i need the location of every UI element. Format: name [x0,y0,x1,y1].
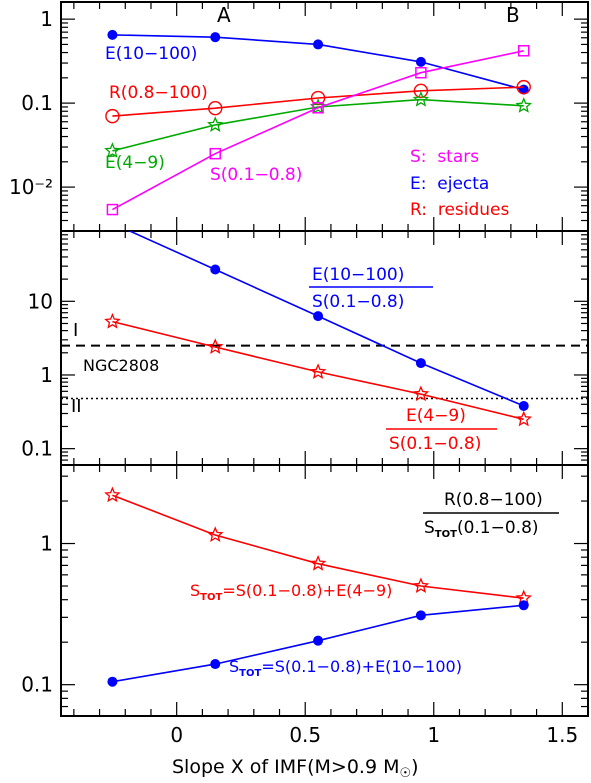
y-tick-label: 1 [40,363,53,387]
legend-stars: S: stars [410,147,479,167]
label-s-01-08: S(0.1−0.8) [210,165,302,185]
data-point-R_08_100-1 [208,100,223,116]
ratio-r-denominator: STOT(0.1−0.8) [424,518,539,540]
series-line-R_over_Stot_E4 [112,494,524,599]
data-point-E10_over_S-1 [210,264,221,275]
data-point-E_10_100-0 [107,29,118,40]
data-point-R_over_Stot_E10-4 [518,600,529,611]
x-tick-label: 1 [427,723,440,747]
data-point-S_01_08-3 [415,66,427,79]
data-point-S_01_08-1 [209,147,221,160]
stot-label-e4: STOT=S(0.1−0.8)+E(4−9) [190,581,392,603]
data-point-R_08_100-0 [105,108,120,124]
data-point-E4_over_S-0 [104,312,121,329]
data-point-E4_over_S-1 [206,338,224,354]
y-tick-label: 0.1 [21,673,53,697]
label-e-10-100: E(10−100) [105,44,197,64]
y-tick-label: 10 [28,289,53,313]
y-tick-label: 10⁻² [9,175,53,199]
top-label-b: B [506,3,520,27]
ratio-r-numerator: R(0.8−100) [444,490,543,510]
top-label-a: A [217,3,231,27]
reference-lines [61,344,588,400]
data-point-R_08_100-3 [413,83,429,99]
data-point-R_over_Stot_E4-2 [309,554,327,571]
data-point-R_over_Stot_E10-0 [107,676,118,687]
ratio-e4-denominator: S(0.1−0.8) [389,434,481,454]
ratio-e4-numerator: E(4−9) [406,406,466,426]
data-point-R_over_Stot_E10-1 [210,659,221,670]
data-point-R_over_Stot_E4-0 [104,486,121,503]
panel-frame-top [60,1,589,232]
data-point-E_10_100-3 [415,56,426,67]
x-tick-label: 0.5 [289,723,321,747]
y-tick-label: 0.1 [21,91,53,115]
data-point-R_08_100-4 [516,79,531,95]
panel-frame-bottom [60,464,589,717]
y-tick-label: 1 [40,7,53,31]
refline-label-i: I [73,320,78,341]
label-e-4-9: E(4−9) [105,153,165,173]
data-point-S_01_08-0 [106,203,119,216]
annotation-ngc2808: NGC2808 [83,356,159,375]
label-r-08-100: R(0.8−100) [109,83,208,103]
ratio-e10-numerator: E(10−100) [312,265,404,285]
data-point-E_10_100-2 [313,39,324,50]
data-point-S_01_08-4 [517,45,530,57]
series-line-E4_over_S [112,320,524,421]
ratio-e10-denominator: S(0.1−0.8) [312,292,404,312]
data-point-S_01_08-2 [312,102,324,114]
data-point-E_4_9-4 [515,97,532,113]
y-tick-label: 0.1 [21,437,53,461]
data-point-E10_over_S-3 [415,358,426,369]
data-point-R_over_Stot_E10-2 [313,635,324,646]
x-tick-label: 1.5 [546,723,578,747]
x-axis-label: Slope X of IMF(M>0.9 M☉) [172,756,419,781]
data-point-E_10_100-1 [210,32,221,43]
series-line-R_08_100 [112,86,524,117]
data-point-E4_over_S-2 [309,363,327,379]
data-point-R_over_Stot_E10-3 [415,610,426,621]
series-layer [104,29,533,687]
data-point-E_4_9-1 [206,116,224,132]
x-tick-label: 0 [170,723,183,747]
data-point-R_08_100-2 [310,90,326,106]
axis-ticks: 1 0.1 10⁻² 10 1 0.1 1 0.1 0 0.5 1 1.5 [9,2,589,747]
data-point-E_4_9-3 [412,90,430,107]
refline-label-ii: II [71,396,82,417]
y-tick-label: 1 [40,532,53,556]
data-point-E_4_9-0 [104,142,121,158]
series-line-S_01_08 [112,50,524,211]
legend-ejecta: E: ejecta [410,174,489,194]
legend-residues: R: residues [410,200,510,220]
data-point-E10_over_S-4 [518,400,529,411]
data-point-E10_over_S-2 [313,311,324,322]
data-point-E4_over_S-4 [515,410,533,427]
data-point-R_over_Stot_E4-3 [412,577,430,594]
data-point-R_over_Stot_E4-1 [206,526,224,542]
stot-label-e10: STOT=S(0.1−0.8)+E(10−100) [229,657,462,679]
data-point-E4_over_S-3 [412,385,430,402]
